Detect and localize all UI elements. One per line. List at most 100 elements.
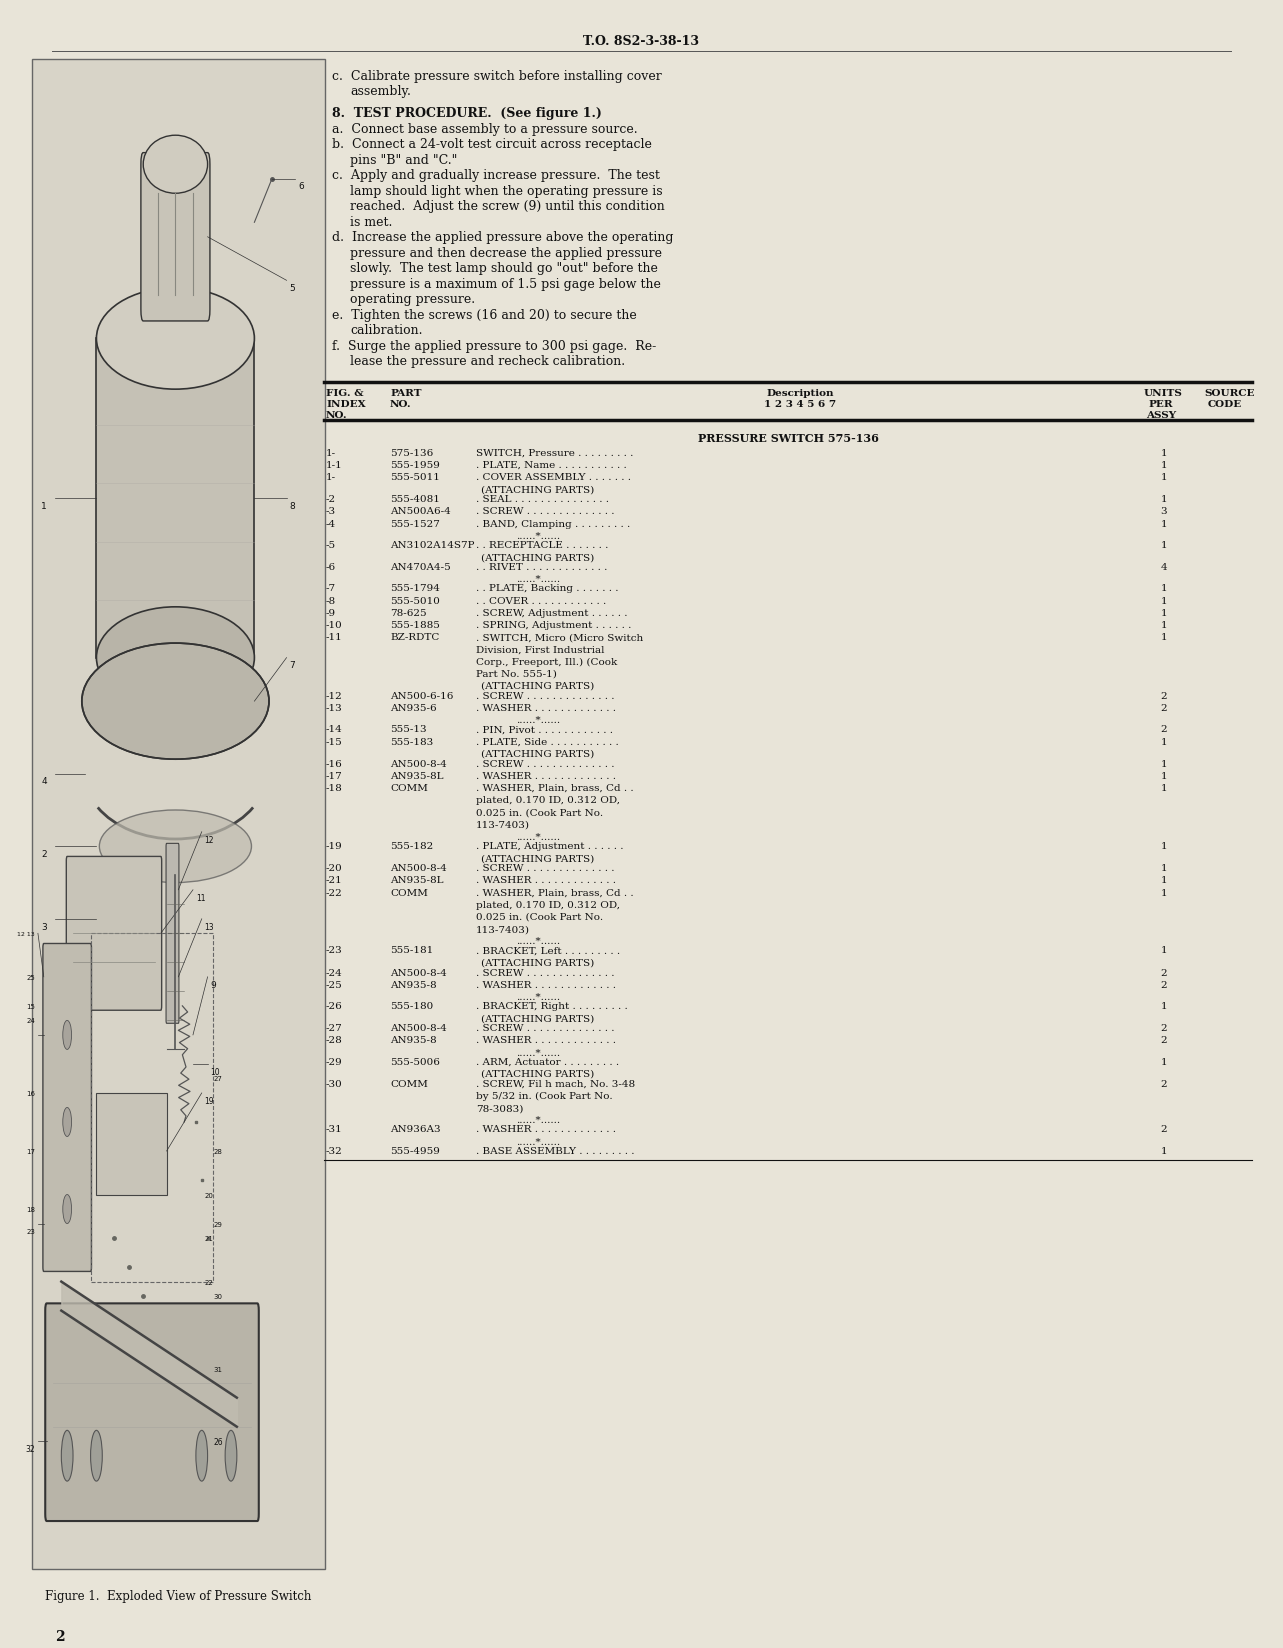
Text: 16: 16 <box>26 1091 35 1096</box>
Text: 8: 8 <box>290 501 295 511</box>
Text: c.  Calibrate pressure switch before installing cover: c. Calibrate pressure switch before inst… <box>332 69 662 82</box>
Text: ......*......: ......*...... <box>516 832 561 842</box>
Text: 1: 1 <box>1161 946 1168 954</box>
Text: Figure 1.  Exploded View of Pressure Switch: Figure 1. Exploded View of Pressure Swit… <box>45 1589 312 1602</box>
Text: ......*......: ......*...... <box>516 1116 561 1124</box>
Text: -4: -4 <box>326 519 336 529</box>
Text: 9: 9 <box>210 981 217 989</box>
Text: 13: 13 <box>205 921 214 931</box>
Text: NO.: NO. <box>326 410 348 420</box>
Text: 575-136: 575-136 <box>390 448 434 458</box>
Text: 113-7403): 113-7403) <box>476 821 530 829</box>
Bar <box>96 339 254 658</box>
Text: reached.  Adjust the screw (9) until this condition: reached. Adjust the screw (9) until this… <box>350 199 665 213</box>
Text: T.O. 8S2-3-38-13: T.O. 8S2-3-38-13 <box>582 35 699 48</box>
Text: -10: -10 <box>326 621 343 630</box>
Text: 555-1794: 555-1794 <box>390 583 440 593</box>
Text: 19: 19 <box>205 1096 214 1106</box>
Text: 1: 1 <box>1161 448 1168 458</box>
Text: 1: 1 <box>1161 864 1168 872</box>
Text: 20: 20 <box>205 1192 213 1198</box>
Text: -26: -26 <box>326 1002 343 1010</box>
Text: 23: 23 <box>26 1228 35 1234</box>
Text: ......*......: ......*...... <box>516 575 561 583</box>
Text: AN3102A14S7P: AN3102A14S7P <box>390 541 475 549</box>
Text: NO.: NO. <box>390 399 412 409</box>
Text: 5: 5 <box>290 283 295 293</box>
Text: 12 13: 12 13 <box>17 931 35 936</box>
Text: 1-1: 1-1 <box>326 461 343 470</box>
Text: pressure is a maximum of 1.5 psi gage below the: pressure is a maximum of 1.5 psi gage be… <box>350 277 661 290</box>
Text: . BASE ASSEMBLY . . . . . . . . .: . BASE ASSEMBLY . . . . . . . . . <box>476 1145 635 1155</box>
Text: (ATTACHING PARTS): (ATTACHING PARTS) <box>481 682 594 691</box>
Text: 1-: 1- <box>326 448 336 458</box>
Text: . SCREW . . . . . . . . . . . . . .: . SCREW . . . . . . . . . . . . . . <box>476 760 615 768</box>
Text: ......*......: ......*...... <box>516 532 561 541</box>
Text: 2: 2 <box>1161 1023 1168 1033</box>
Text: 1: 1 <box>1161 621 1168 630</box>
Ellipse shape <box>225 1430 237 1482</box>
Text: . ARM, Actuator . . . . . . . . .: . ARM, Actuator . . . . . . . . . <box>476 1056 620 1066</box>
Text: AN936A3: AN936A3 <box>390 1124 440 1134</box>
Text: PRESSURE SWITCH 575-136: PRESSURE SWITCH 575-136 <box>698 432 879 443</box>
Text: Division, First Industrial: Division, First Industrial <box>476 644 604 654</box>
Text: AN935-6: AN935-6 <box>390 704 436 712</box>
Text: FIG. &: FIG. & <box>326 389 363 397</box>
Text: Corp., Freeport, Ill.) (Cook: Corp., Freeport, Ill.) (Cook <box>476 658 617 666</box>
FancyBboxPatch shape <box>141 153 210 321</box>
Text: . WASHER, Plain, brass, Cd . .: . WASHER, Plain, brass, Cd . . <box>476 888 634 897</box>
Text: -23: -23 <box>326 946 343 954</box>
Text: (ATTACHING PARTS): (ATTACHING PARTS) <box>481 1070 594 1078</box>
Text: -3: -3 <box>326 508 336 516</box>
Text: 21: 21 <box>205 1236 213 1241</box>
Text: -19: -19 <box>326 842 343 850</box>
Text: AN500-6-16: AN500-6-16 <box>390 692 453 700</box>
Text: . SCREW, Adjustment . . . . . .: . SCREW, Adjustment . . . . . . <box>476 608 627 618</box>
Text: AN500-8-4: AN500-8-4 <box>390 1023 446 1033</box>
Text: 1: 1 <box>1161 875 1168 885</box>
Text: 4: 4 <box>41 776 46 786</box>
Text: . . RECEPTACLE . . . . . . .: . . RECEPTACLE . . . . . . . <box>476 541 608 549</box>
Text: ......*......: ......*...... <box>516 992 561 1002</box>
Text: . . PLATE, Backing . . . . . . .: . . PLATE, Backing . . . . . . . <box>476 583 618 593</box>
Text: 31: 31 <box>213 1366 222 1371</box>
Text: plated, 0.170 ID, 0.312 OD,: plated, 0.170 ID, 0.312 OD, <box>476 900 620 910</box>
Text: . COVER ASSEMBLY . . . . . . .: . COVER ASSEMBLY . . . . . . . <box>476 473 631 481</box>
Text: 1-: 1- <box>326 473 336 481</box>
Text: 32: 32 <box>26 1444 35 1454</box>
Text: 0.025 in. (Cook Part No.: 0.025 in. (Cook Part No. <box>476 913 603 921</box>
Text: INDEX: INDEX <box>326 399 366 409</box>
Text: (ATTACHING PARTS): (ATTACHING PARTS) <box>481 485 594 494</box>
Text: AN500A6-4: AN500A6-4 <box>390 508 450 516</box>
Text: -15: -15 <box>326 737 343 747</box>
Text: -17: -17 <box>326 771 343 781</box>
Text: -24: -24 <box>326 967 343 977</box>
Ellipse shape <box>63 1195 72 1224</box>
Text: 1: 1 <box>1161 608 1168 618</box>
Text: -20: -20 <box>326 864 343 872</box>
Text: -12: -12 <box>326 692 343 700</box>
Text: 555-182: 555-182 <box>390 842 434 850</box>
Text: pins "B" and "C.": pins "B" and "C." <box>350 153 457 166</box>
Text: 1: 1 <box>1161 473 1168 481</box>
Text: by 5/32 in. (Cook Part No.: by 5/32 in. (Cook Part No. <box>476 1091 612 1101</box>
Ellipse shape <box>144 137 208 194</box>
Text: -30: -30 <box>326 1079 343 1088</box>
Text: 28: 28 <box>213 1149 222 1154</box>
Text: 1: 1 <box>1161 888 1168 897</box>
Text: AN500-8-4: AN500-8-4 <box>390 967 446 977</box>
Text: 11: 11 <box>196 893 205 901</box>
Text: operating pressure.: operating pressure. <box>350 293 475 307</box>
Text: . . COVER . . . . . . . . . . . .: . . COVER . . . . . . . . . . . . <box>476 597 607 605</box>
Text: 1 2 3 4 5 6 7: 1 2 3 4 5 6 7 <box>763 399 837 409</box>
Text: AN935-8L: AN935-8L <box>390 875 444 885</box>
Text: -29: -29 <box>326 1056 343 1066</box>
Text: 29: 29 <box>213 1221 222 1226</box>
Text: -16: -16 <box>326 760 343 768</box>
Bar <box>96 1093 167 1195</box>
Text: 1: 1 <box>1161 1145 1168 1155</box>
Text: 555-13: 555-13 <box>390 725 427 733</box>
Text: Part No. 555-1): Part No. 555-1) <box>476 669 557 679</box>
Text: . BRACKET, Right . . . . . . . . .: . BRACKET, Right . . . . . . . . . <box>476 1002 627 1010</box>
Text: 2: 2 <box>1161 692 1168 700</box>
